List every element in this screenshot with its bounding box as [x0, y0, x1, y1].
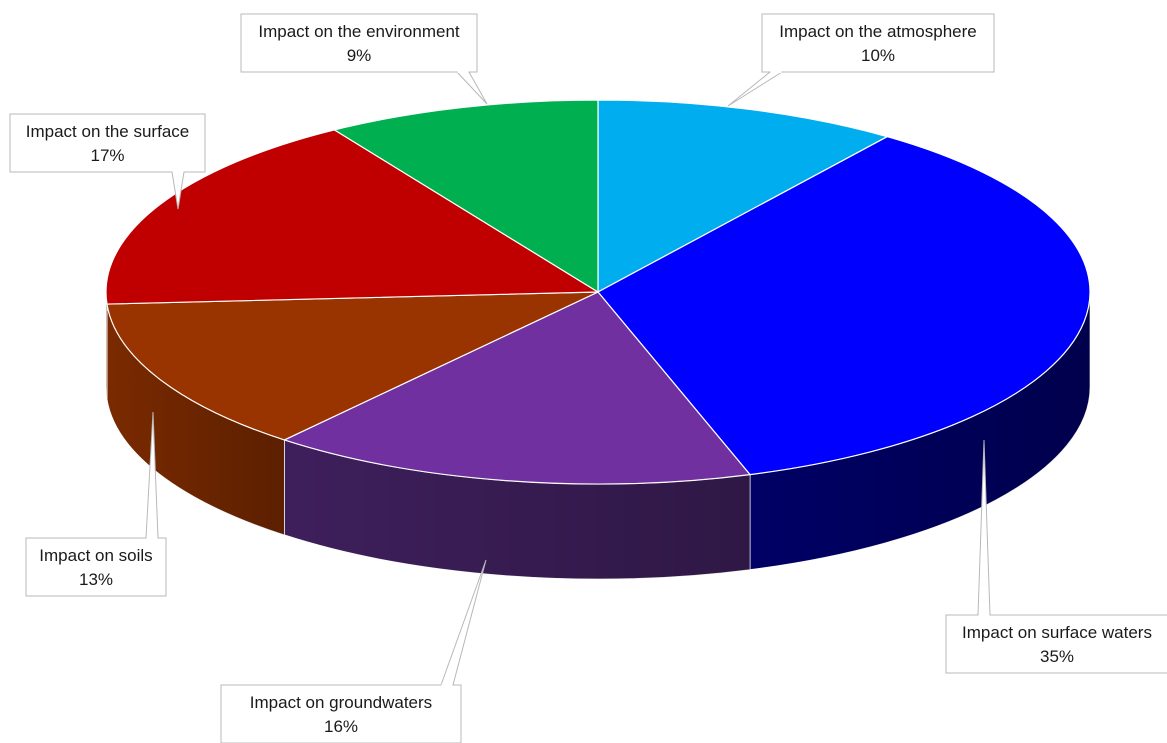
slice-side-shade-impact-on-soils [106, 304, 285, 535]
data-label-value-impact-on-the-atmosphere: 10% [861, 46, 895, 65]
data-label-category-impact-on-the-surface: Impact on the surface [26, 122, 189, 141]
data-label-category-impact-on-the-atmosphere: Impact on the atmosphere [779, 22, 977, 41]
data-label-impact-on-surface-waters: Impact on surface waters 35% [945, 439, 1167, 674]
data-label-box-impact-on-soils [25, 537, 167, 597]
data-label-box-impact-on-the-surface [9, 113, 206, 173]
data-label-impact-on-groundwaters: Impact on groundwaters 16% [220, 559, 487, 743]
leader-line-impact-on-groundwaters [440, 559, 487, 686]
slice-side-shade-impact-on-surface-waters [750, 292, 1090, 570]
data-label-value-impact-on-groundwaters: 16% [324, 717, 358, 736]
leader-line-impact-on-the-atmosphere [727, 71, 784, 107]
pie-slices [105, 99, 1091, 485]
data-labels: Impact on the atmosphere 10% Impact on sur… [9, 13, 1167, 743]
slice-impact-on-the-atmosphere [597, 99, 888, 293]
slice-impact-on-groundwaters [283, 291, 751, 485]
data-label-value-impact-on-the-environment: 9% [347, 46, 372, 65]
slice-impact-on-surface-waters [597, 136, 1091, 476]
slice-side-shade-impact-on-the-surface [106, 292, 107, 400]
data-label-box-impact-on-the-atmosphere [761, 13, 995, 73]
data-label-impact-on-the-environment: Impact on the environment 9% [240, 13, 488, 105]
slice-side-shade-impact-on-groundwaters [284, 439, 751, 579]
slice-impact-on-the-environment [333, 99, 599, 293]
data-label-impact-on-the-atmosphere: Impact on the atmosphere 10% [727, 13, 995, 107]
data-label-category-impact-on-the-environment: Impact on the environment [258, 22, 460, 41]
pie-sides [105, 291, 1091, 580]
data-label-box-impact-on-surface-waters [945, 614, 1167, 674]
slice-impact-on-the-surface [105, 129, 599, 305]
data-label-impact-on-soils: Impact on soils 13% [25, 411, 167, 597]
leader-line-impact-on-the-environment [455, 71, 488, 105]
data-label-category-impact-on-groundwaters: Impact on groundwaters [250, 693, 432, 712]
slice-impact-on-soils [106, 291, 599, 441]
data-label-value-impact-on-surface-waters: 35% [1040, 647, 1074, 666]
data-label-category-impact-on-surface-waters: Impact on surface waters [962, 623, 1152, 642]
data-label-box-impact-on-groundwaters [220, 684, 462, 743]
data-label-impact-on-the-surface: Impact on the surface 17% [9, 113, 206, 210]
data-label-box-impact-on-the-environment [240, 13, 478, 73]
data-label-value-impact-on-the-surface: 17% [90, 146, 124, 165]
data-label-value-impact-on-soils: 13% [79, 570, 113, 589]
data-label-category-impact-on-soils: Impact on soils [39, 546, 152, 565]
